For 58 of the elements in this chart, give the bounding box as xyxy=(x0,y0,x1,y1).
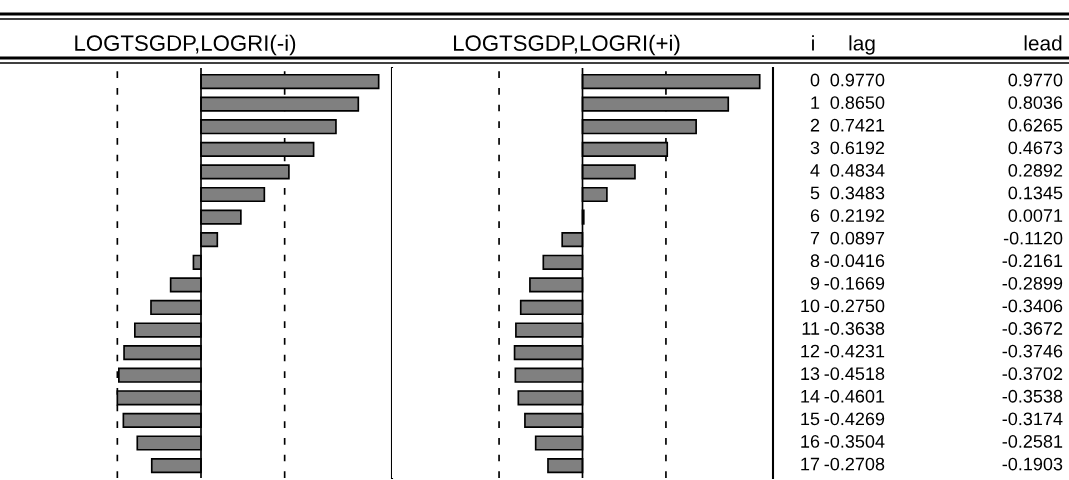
data-label: -0.3406 xyxy=(1002,299,1063,313)
data-label: 0.2192 xyxy=(830,209,885,222)
data-label: -0.4601 xyxy=(824,389,885,403)
data-label: -0.4518 xyxy=(824,367,885,381)
category-label: 8 xyxy=(810,254,820,268)
data-label: 0.9770 xyxy=(830,73,885,87)
text: lag xyxy=(849,35,875,55)
data-label: 0.9770 xyxy=(1008,73,1063,87)
data-label: -0.2708 xyxy=(824,457,885,471)
data-label: -0.3638 xyxy=(824,322,885,335)
category-label: 12 xyxy=(801,344,820,358)
category-label: 5 xyxy=(810,186,820,200)
data-label: 0.2892 xyxy=(1008,163,1063,177)
data-label: 0.6192 xyxy=(830,141,885,155)
text: lead xyxy=(1024,35,1062,51)
data-label: 0.4834 xyxy=(830,163,885,177)
data-label: -0.1669 xyxy=(824,276,885,290)
data-label: -0.3672 xyxy=(1002,322,1063,335)
data-label: -0.2750 xyxy=(824,299,885,313)
category-label: 16 xyxy=(801,435,820,448)
data-label: -0.1120 xyxy=(1003,231,1063,245)
category-label: 7 xyxy=(810,231,820,245)
data-label: -0.3538 xyxy=(1002,389,1063,403)
data-label: -0.4231 xyxy=(824,344,885,358)
category-label: 11 xyxy=(802,322,820,335)
data-label: -0.3504 xyxy=(824,435,885,448)
data-label: 0.7421 xyxy=(830,118,885,132)
data-label: 0.6265 xyxy=(1008,118,1063,132)
category-label: 6 xyxy=(810,209,820,222)
category-label: 10 xyxy=(801,299,820,313)
category-label: 17 xyxy=(801,457,820,471)
category-label: 4 xyxy=(810,164,820,177)
data-label: -0.3746 xyxy=(1002,344,1063,358)
data-label: -0.2899 xyxy=(1002,276,1063,290)
data-label: -0.1903 xyxy=(1002,457,1063,471)
y-axis-title: i xyxy=(812,35,814,51)
data-label: 0.8650 xyxy=(830,96,885,109)
data-label: -0.0416 xyxy=(824,254,885,268)
data-label: -0.3174 xyxy=(1002,412,1063,426)
category-label: 15 xyxy=(801,412,820,426)
data-label: 0.1345 xyxy=(1008,186,1063,200)
data-label: -0.2161 xyxy=(1002,254,1063,268)
category-label: 14 xyxy=(801,390,820,403)
data-label: 0.4673 xyxy=(1008,141,1063,155)
category-label: 3 xyxy=(810,141,820,155)
category-label: 0 xyxy=(810,73,820,87)
data-label: 0.8036 xyxy=(1008,96,1063,109)
category-label: 13 xyxy=(801,367,820,381)
data-label: 0.0897 xyxy=(830,231,885,245)
category-label: 9 xyxy=(810,276,820,290)
chart-title: LOGTSGDP,LOGRI(-i) xyxy=(75,34,296,56)
category-label: 12 xyxy=(810,96,820,132)
chart-title: LOGTSGDP,LOGRI(+i) xyxy=(453,34,680,56)
data-label: -0.2581 xyxy=(1002,435,1063,448)
data-label: 0.3483 xyxy=(830,186,885,200)
data-label: -0.3702 xyxy=(1002,367,1063,381)
data-label: -0.4269 xyxy=(824,412,885,426)
data-label: 0.0071 xyxy=(1008,209,1063,222)
